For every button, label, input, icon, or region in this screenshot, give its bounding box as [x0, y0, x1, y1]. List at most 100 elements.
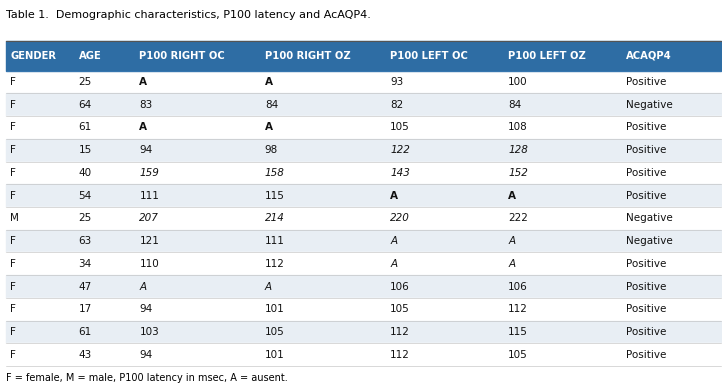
- Text: 94: 94: [139, 145, 152, 155]
- Text: Negative: Negative: [626, 236, 673, 246]
- Text: 82: 82: [391, 100, 404, 110]
- Text: Positive: Positive: [626, 122, 666, 132]
- Text: A: A: [265, 122, 273, 132]
- Text: 63: 63: [79, 236, 92, 246]
- Text: F: F: [10, 259, 16, 269]
- Text: A: A: [391, 236, 397, 246]
- Text: A: A: [139, 122, 147, 132]
- Text: Positive: Positive: [626, 327, 666, 337]
- Text: M: M: [10, 213, 19, 223]
- Text: 34: 34: [79, 259, 92, 269]
- Text: F: F: [10, 100, 16, 110]
- Text: 122: 122: [391, 145, 410, 155]
- Text: 105: 105: [508, 350, 528, 360]
- Text: GENDER: GENDER: [10, 51, 56, 61]
- Text: 143: 143: [391, 168, 410, 178]
- Text: F: F: [10, 327, 16, 337]
- Text: 128: 128: [508, 145, 528, 155]
- Text: 112: 112: [508, 304, 528, 314]
- Text: F: F: [10, 304, 16, 314]
- Text: F: F: [10, 145, 16, 155]
- Text: 61: 61: [79, 327, 92, 337]
- Text: A: A: [391, 259, 397, 269]
- Text: 83: 83: [139, 100, 152, 110]
- Text: 84: 84: [265, 100, 278, 110]
- Text: P100 LEFT OC: P100 LEFT OC: [391, 51, 468, 61]
- Text: A: A: [508, 236, 516, 246]
- Text: 159: 159: [139, 168, 160, 178]
- Text: 47: 47: [79, 281, 92, 292]
- Text: 101: 101: [265, 304, 284, 314]
- Text: 158: 158: [265, 168, 284, 178]
- Text: 106: 106: [508, 281, 528, 292]
- Text: 64: 64: [79, 100, 92, 110]
- Text: 43: 43: [79, 350, 92, 360]
- Text: 17: 17: [79, 304, 92, 314]
- Text: 207: 207: [139, 213, 160, 223]
- Text: F: F: [10, 350, 16, 360]
- Text: 121: 121: [139, 236, 160, 246]
- Text: Positive: Positive: [626, 281, 666, 292]
- Text: F = female, M = male, P100 latency in msec, A = ausent.: F = female, M = male, P100 latency in ms…: [6, 373, 287, 383]
- Text: Negative: Negative: [626, 100, 673, 110]
- Text: A: A: [391, 191, 399, 201]
- Text: 152: 152: [508, 168, 528, 178]
- Text: ACAQP4: ACAQP4: [626, 51, 671, 61]
- Text: 25: 25: [79, 77, 92, 87]
- Text: Positive: Positive: [626, 145, 666, 155]
- Text: 93: 93: [391, 77, 404, 87]
- Text: 220: 220: [391, 213, 410, 223]
- Text: A: A: [139, 281, 147, 292]
- Text: 106: 106: [391, 281, 410, 292]
- Text: Positive: Positive: [626, 304, 666, 314]
- Text: 115: 115: [265, 191, 284, 201]
- Text: A: A: [508, 259, 516, 269]
- Text: 94: 94: [139, 350, 152, 360]
- Text: 214: 214: [265, 213, 284, 223]
- Text: 111: 111: [139, 191, 160, 201]
- Text: 40: 40: [79, 168, 92, 178]
- Text: Positive: Positive: [626, 168, 666, 178]
- Text: A: A: [265, 281, 272, 292]
- Text: 98: 98: [265, 145, 278, 155]
- Text: Positive: Positive: [626, 350, 666, 360]
- Text: P100 RIGHT OZ: P100 RIGHT OZ: [265, 51, 351, 61]
- Text: P100 LEFT OZ: P100 LEFT OZ: [508, 51, 586, 61]
- Text: A: A: [265, 77, 273, 87]
- Text: Negative: Negative: [626, 213, 673, 223]
- Text: 115: 115: [508, 327, 528, 337]
- Text: 105: 105: [391, 304, 410, 314]
- Text: 112: 112: [265, 259, 284, 269]
- Text: 25: 25: [79, 213, 92, 223]
- Text: 111: 111: [265, 236, 284, 246]
- Text: Table 1.  Demographic characteristics, P100 latency and AcAQP4.: Table 1. Demographic characteristics, P1…: [6, 10, 370, 20]
- Text: F: F: [10, 236, 16, 246]
- Text: 105: 105: [265, 327, 284, 337]
- Text: AGE: AGE: [79, 51, 101, 61]
- Text: 110: 110: [139, 259, 159, 269]
- Text: F: F: [10, 191, 16, 201]
- Text: A: A: [508, 191, 516, 201]
- Text: F: F: [10, 281, 16, 292]
- Text: 15: 15: [79, 145, 92, 155]
- Text: 112: 112: [391, 350, 410, 360]
- Text: Positive: Positive: [626, 77, 666, 87]
- Text: F: F: [10, 77, 16, 87]
- Text: 101: 101: [265, 350, 284, 360]
- Text: 94: 94: [139, 304, 152, 314]
- Text: 108: 108: [508, 122, 528, 132]
- Text: 112: 112: [391, 327, 410, 337]
- Text: Positive: Positive: [626, 259, 666, 269]
- Text: 105: 105: [391, 122, 410, 132]
- Text: A: A: [139, 77, 147, 87]
- Text: 84: 84: [508, 100, 521, 110]
- Text: F: F: [10, 122, 16, 132]
- Text: 61: 61: [79, 122, 92, 132]
- Text: 103: 103: [139, 327, 159, 337]
- Text: Positive: Positive: [626, 191, 666, 201]
- Text: F: F: [10, 168, 16, 178]
- Text: P100 RIGHT OC: P100 RIGHT OC: [139, 51, 225, 61]
- Text: 100: 100: [508, 77, 528, 87]
- Text: 222: 222: [508, 213, 528, 223]
- Text: 54: 54: [79, 191, 92, 201]
